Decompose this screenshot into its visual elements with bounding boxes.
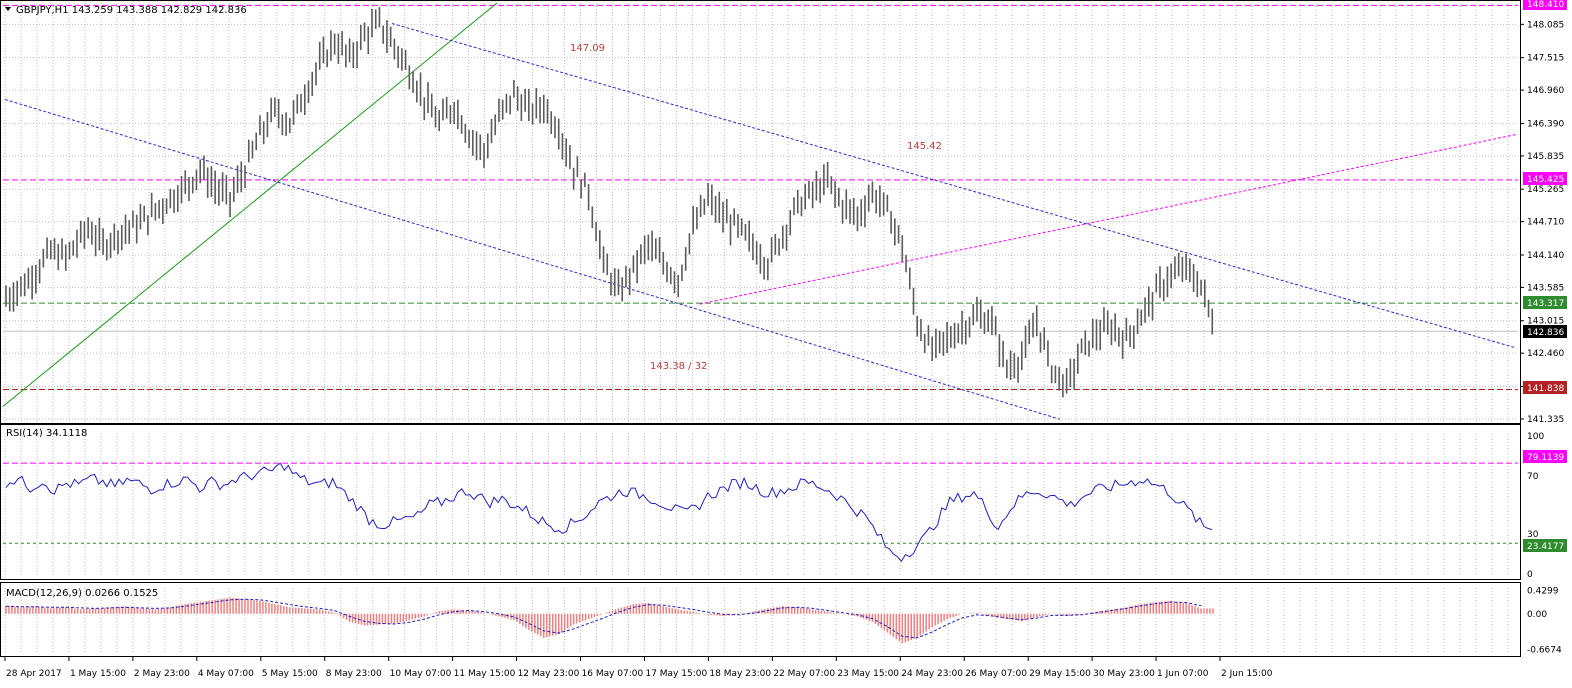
time-tick-label: 12 May 23:00 xyxy=(518,669,580,679)
rsi-series xyxy=(3,462,1518,563)
price-tick-label: 143.585 xyxy=(1527,283,1564,293)
time-tick-label: 11 May 15:00 xyxy=(454,669,516,679)
macd-tick-label: -0.6674 xyxy=(1527,646,1562,656)
rsi-line xyxy=(5,462,1213,563)
time-tick-label: 1 Jun 07:00 xyxy=(1157,669,1209,679)
annotation-143-38-32: 143.38 / 32 xyxy=(650,361,707,372)
rising-support-line xyxy=(699,134,1517,305)
macd-panel-frame xyxy=(0,582,1521,657)
label-23-4177: 23.4177 xyxy=(1523,539,1567,552)
time-tick-label: 17 May 15:00 xyxy=(645,669,707,679)
grid-lines xyxy=(3,3,1518,654)
label-148-410: 148.410 xyxy=(1523,0,1567,10)
price-tick-label: 146.960 xyxy=(1527,86,1564,96)
time-tick-label: 5 May 15:00 xyxy=(262,669,318,679)
time-tick-label: 30 May 23:00 xyxy=(1093,669,1155,679)
label-142-836: 142.836 xyxy=(1523,325,1567,338)
time-tick-label: 1 May 15:00 xyxy=(70,669,126,679)
time-tick-label: 8 May 23:00 xyxy=(326,669,382,679)
svg-text:143.317: 143.317 xyxy=(1527,299,1564,309)
annotation-147-09: 147.09 xyxy=(570,43,605,54)
axis-labels: 28 Apr 2017 1 May 15:00 2 May 23:00 4 May 0… xyxy=(4,20,1564,679)
price-tick-label: 145.835 xyxy=(1527,152,1564,162)
symbol-header: GBPJPY,H1 143.259 143.388 142.829 142.83… xyxy=(16,5,247,16)
svg-text:141.838: 141.838 xyxy=(1527,384,1564,394)
svg-text:148.410: 148.410 xyxy=(1527,0,1564,10)
label-143-317: 143.317 xyxy=(1523,296,1567,309)
channel-upper-line xyxy=(391,22,1517,349)
uptrend-line xyxy=(2,2,498,407)
price-panel-frame xyxy=(0,0,1521,424)
time-tick-label: 16 May 07:00 xyxy=(582,669,644,679)
time-tick-label: 28 Apr 2017 xyxy=(6,669,62,679)
rsi-tick-label: 0 xyxy=(1527,570,1533,580)
time-tick-label: 18 May 23:00 xyxy=(709,669,771,679)
time-tick-label: 4 May 07:00 xyxy=(198,669,254,679)
macd-tick-label: 0.4299 xyxy=(1527,587,1559,597)
price-tick-label: 145.265 xyxy=(1527,185,1564,195)
time-tick-label: 10 May 07:00 xyxy=(390,669,452,679)
price-tick-label: 146.390 xyxy=(1527,119,1564,129)
time-tick-label: 29 May 15:00 xyxy=(1029,669,1091,679)
channel-lower-line xyxy=(4,98,1061,420)
price-tick-label: 144.140 xyxy=(1527,251,1564,261)
price-tick-label: 142.460 xyxy=(1527,349,1564,359)
price-tick-label: 143.015 xyxy=(1527,317,1564,327)
reference-lines xyxy=(2,2,1518,420)
price-tick-label: 144.710 xyxy=(1527,218,1564,228)
time-tick-label: 23 May 15:00 xyxy=(837,669,899,679)
symbol-menu-icon[interactable] xyxy=(5,7,11,11)
rsi-tick-label: 100 xyxy=(1527,432,1544,442)
time-tick-label: 26 May 07:00 xyxy=(965,669,1027,679)
rsi-tick-label: 70 xyxy=(1527,472,1539,482)
price-bars xyxy=(5,7,1214,398)
price-tick-label: 148.085 xyxy=(1527,20,1564,30)
macd-tick-label: 0.00 xyxy=(1527,610,1547,620)
svg-text:145.425: 145.425 xyxy=(1527,175,1564,185)
rsi-panel-frame xyxy=(0,424,1521,580)
time-tick-label: 24 May 23:00 xyxy=(901,669,963,679)
price-tick-label: 147.515 xyxy=(1527,54,1564,64)
macd-title: MACD(12,26,9) 0.0266 0.1525 xyxy=(6,588,158,599)
annotation-145-42: 145.42 xyxy=(907,141,942,152)
label-145-425: 145.425 xyxy=(1523,172,1567,185)
svg-text:23.4177: 23.4177 xyxy=(1527,542,1564,552)
time-tick-label: 2 May 23:00 xyxy=(134,669,190,679)
time-tick-label: 2 Jun 15:00 xyxy=(1221,669,1273,679)
macd-histogram xyxy=(5,597,1214,644)
label-79-1139: 79.1139 xyxy=(1523,450,1567,463)
svg-text:79.1139: 79.1139 xyxy=(1527,453,1564,463)
price-tick-label: 141.335 xyxy=(1527,415,1564,425)
time-tick-label: 22 May 07:00 xyxy=(773,669,835,679)
macd-signal-line xyxy=(5,598,1202,639)
label-141-838: 141.838 xyxy=(1523,381,1567,394)
rsi-tick-label: 30 xyxy=(1527,530,1539,540)
svg-text:142.836: 142.836 xyxy=(1527,328,1564,338)
rsi-title: RSI(14) 34.1118 xyxy=(6,428,87,439)
